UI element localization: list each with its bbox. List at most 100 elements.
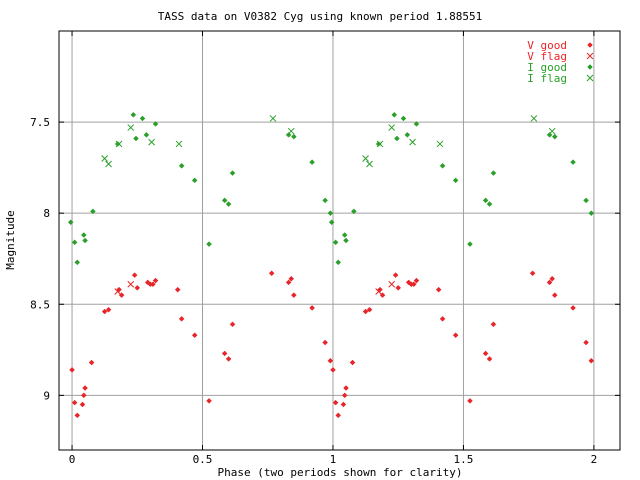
data-point-v-good [546,279,553,286]
data-point-i-good [341,232,348,238]
data-point-i-good [350,208,357,215]
data-point-v-good [285,279,292,286]
data-point-v-good [529,270,536,277]
data-point-i-good [191,177,198,184]
data-point-v-good [349,359,356,366]
data-point-v-good [362,308,369,315]
data-point-v-good [330,366,336,373]
data-point-v-good [105,306,112,313]
data-point-v-good [570,305,576,311]
data-point-v-good [322,339,329,346]
data-point-i-good [322,197,329,204]
x-tick-label: 1 [330,453,337,466]
data-point-i-good [482,197,489,204]
data-point-i-flag [548,127,556,135]
series-i-flag [101,115,556,168]
data-point-i-flag [175,140,183,148]
data-point-v-good [288,275,295,282]
data-point-v-good [174,286,181,293]
data-point-v-flag [127,280,135,288]
data-point-i-good [452,177,459,184]
y-tick-label: 7.5 [30,116,50,129]
data-point-i-good [178,162,185,169]
plot-frame [58,30,621,451]
data-point-i-good [80,232,87,238]
data-point-v-good [392,272,399,278]
chart-title: TASS data on V0382 Cyg using known perio… [158,10,483,23]
legend-label-i-flag: I flag [527,72,567,85]
data-point-i-good [229,170,236,176]
data-point-i-good [394,135,400,142]
data-point-i-good [67,219,74,226]
data-point-i-good [139,115,146,122]
series-i-good [67,111,595,266]
data-point-i-good [221,197,228,204]
data-point-i-good [335,259,342,266]
data-point-i-good [439,162,446,169]
data-point-v-good [482,350,489,357]
data-point-v-good [131,272,138,278]
data-point-v-good [206,397,212,404]
data-point-v-good [467,397,473,404]
data-point-i-good [309,159,315,166]
data-point-i-good [404,131,411,138]
data-point-i-good [90,208,96,215]
data-point-i-good [400,115,407,122]
data-point-v-good [549,275,556,282]
data-point-i-good [133,135,139,142]
data-points [67,111,595,419]
data-point-v-good [435,286,442,293]
data-point-i-good [546,131,553,138]
data-point-i-flag [127,124,135,131]
y-tick-label: 9 [43,389,50,402]
data-point-v-good [340,401,347,408]
data-point-v-good [71,399,78,406]
data-point-v-good [134,285,141,291]
data-point-i-good [332,239,339,246]
data-point-v-good [366,306,373,313]
data-point-i-flag [105,160,112,168]
data-point-v-good [411,281,417,288]
data-point-v-good [88,359,95,366]
data-point-i-flag [148,138,155,146]
data-point-v-good [150,281,156,288]
data-point-v-flag [375,288,382,295]
data-point-i-flag [388,124,396,131]
data-point-v-good [551,292,558,299]
data-point-v-good [452,332,459,339]
legend-label-v-flag: V flag [527,50,567,63]
data-point-v-flag [114,288,122,295]
data-point-v-good [335,412,342,419]
data-point-i-good [391,111,398,118]
legend-label-v-good: V good [527,39,567,52]
data-point-v-good [74,412,81,419]
data-point-v-good [583,339,589,346]
data-point-i-flag [366,160,373,168]
data-point-v-flag [388,280,396,288]
axes: 0 0.5 1 1.5 2 7.5 8 8.5 9 [30,30,621,466]
data-point-i-flag [409,138,416,146]
x-tick-label: 1.5 [454,453,474,466]
y-tick-label: 8.5 [30,298,50,311]
data-point-v-good [309,305,315,311]
data-point-v-good [221,350,228,357]
data-point-i-good [343,237,349,244]
legend-marker-v-good [587,42,593,48]
data-point-v-good [486,356,493,362]
data-point-i-flag [115,140,123,148]
data-point-i-good [551,133,558,140]
data-point-v-good [152,277,159,284]
data-point-i-good [143,131,150,138]
data-point-v-good [101,308,108,315]
x-tick-label: 0 [69,453,76,466]
data-point-i-flag [530,115,538,122]
y-tick-label: 8 [43,207,50,220]
data-point-v-good [341,392,348,399]
x-axis-label: Phase (two periods shown for clarity) [217,466,462,479]
data-point-v-good [178,315,185,322]
data-point-i-good [486,201,493,207]
data-point-i-good [130,111,137,118]
data-point-i-good [290,133,297,140]
data-point-v-good [80,392,87,399]
legend-marker-v-flag [586,52,594,60]
